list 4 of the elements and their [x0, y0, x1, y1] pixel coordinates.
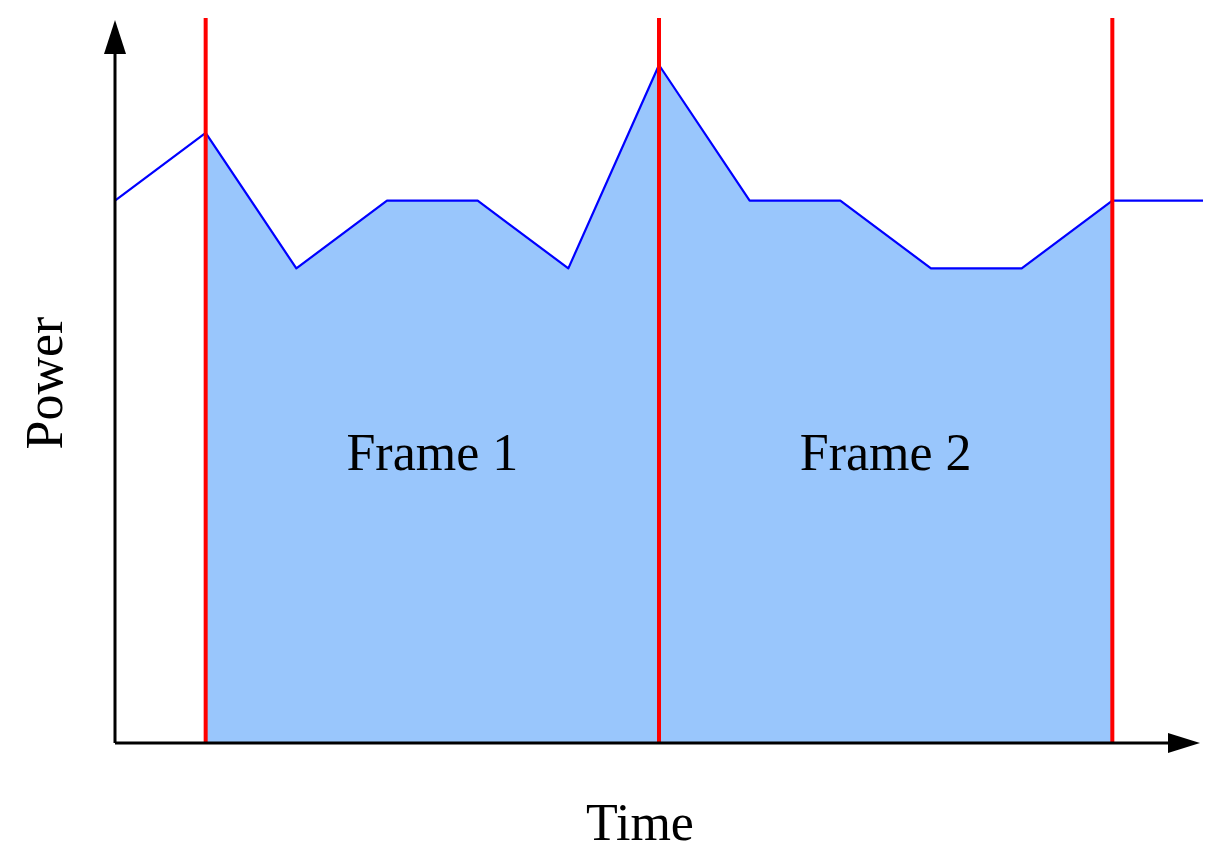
annotation: Frame 1: [346, 424, 519, 482]
y-axis-title: Power: [15, 316, 73, 450]
annotation: Frame 2: [799, 424, 972, 482]
x-axis-title: Time: [586, 793, 694, 848]
